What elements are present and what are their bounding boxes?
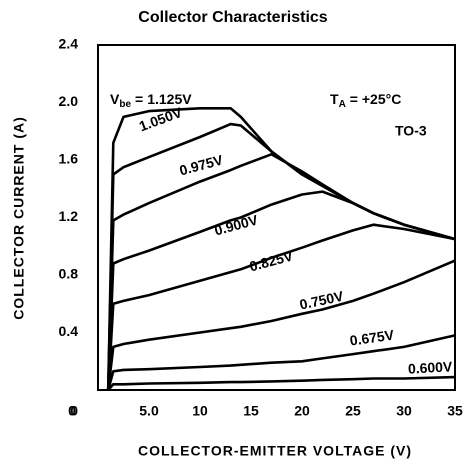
- vbe-equals: =: [135, 91, 143, 107]
- curve-label: 1.050V: [137, 104, 185, 134]
- vbe-symbol: V: [110, 91, 120, 107]
- chart-title: Collector Characteristics: [138, 9, 328, 26]
- y-tick-label: 1.2: [59, 208, 79, 224]
- t-subscript: A: [339, 99, 346, 110]
- curve: [106, 259, 456, 391]
- plot-frame: [97, 44, 456, 391]
- y-axis-label: COLLECTOR CURRENT (A): [11, 116, 27, 320]
- y-tick-label: 0.4: [59, 323, 79, 339]
- curve-label: Vbe = 1.125V: [110, 91, 192, 110]
- curve-name: 1.125V: [147, 91, 192, 107]
- y-tick-label: 2.0: [59, 93, 79, 109]
- vbe-subscript: be: [119, 99, 131, 110]
- x-tick-label: 15: [243, 403, 259, 419]
- x-tick-label: 30: [396, 403, 412, 419]
- curve-label: 0.900V: [213, 211, 261, 238]
- y-tick-label: 0: [70, 403, 78, 419]
- y-tick-label: 0.8: [59, 266, 79, 282]
- x-tick-label: 10: [192, 403, 208, 419]
- x-tick-label: 5.0: [139, 403, 159, 419]
- curve-label: 0.600V: [408, 358, 454, 376]
- y-tick-label: 2.4: [59, 36, 79, 52]
- curve-label: 0.825V: [248, 247, 296, 274]
- curve: [106, 153, 456, 391]
- x-axis-label: COLLECTOR-EMITTER VOLTAGE (V): [138, 443, 412, 459]
- t-value: = +25°C: [350, 91, 402, 107]
- package-note: TO-3: [395, 123, 427, 139]
- y-tick-label: 1.6: [59, 151, 79, 167]
- curve: [106, 334, 456, 391]
- x-tick-label: 25: [345, 403, 361, 419]
- t-symbol: T: [330, 91, 339, 107]
- x-tick-label: 0: [68, 403, 76, 419]
- curve: [106, 223, 456, 391]
- curve-label: 0.675V: [349, 327, 396, 349]
- x-tick-label: 20: [294, 403, 310, 419]
- curve: [106, 190, 456, 391]
- temperature-note: TA = +25°C: [330, 91, 401, 110]
- curve: [107, 375, 456, 391]
- x-tick-label: 35: [447, 403, 463, 419]
